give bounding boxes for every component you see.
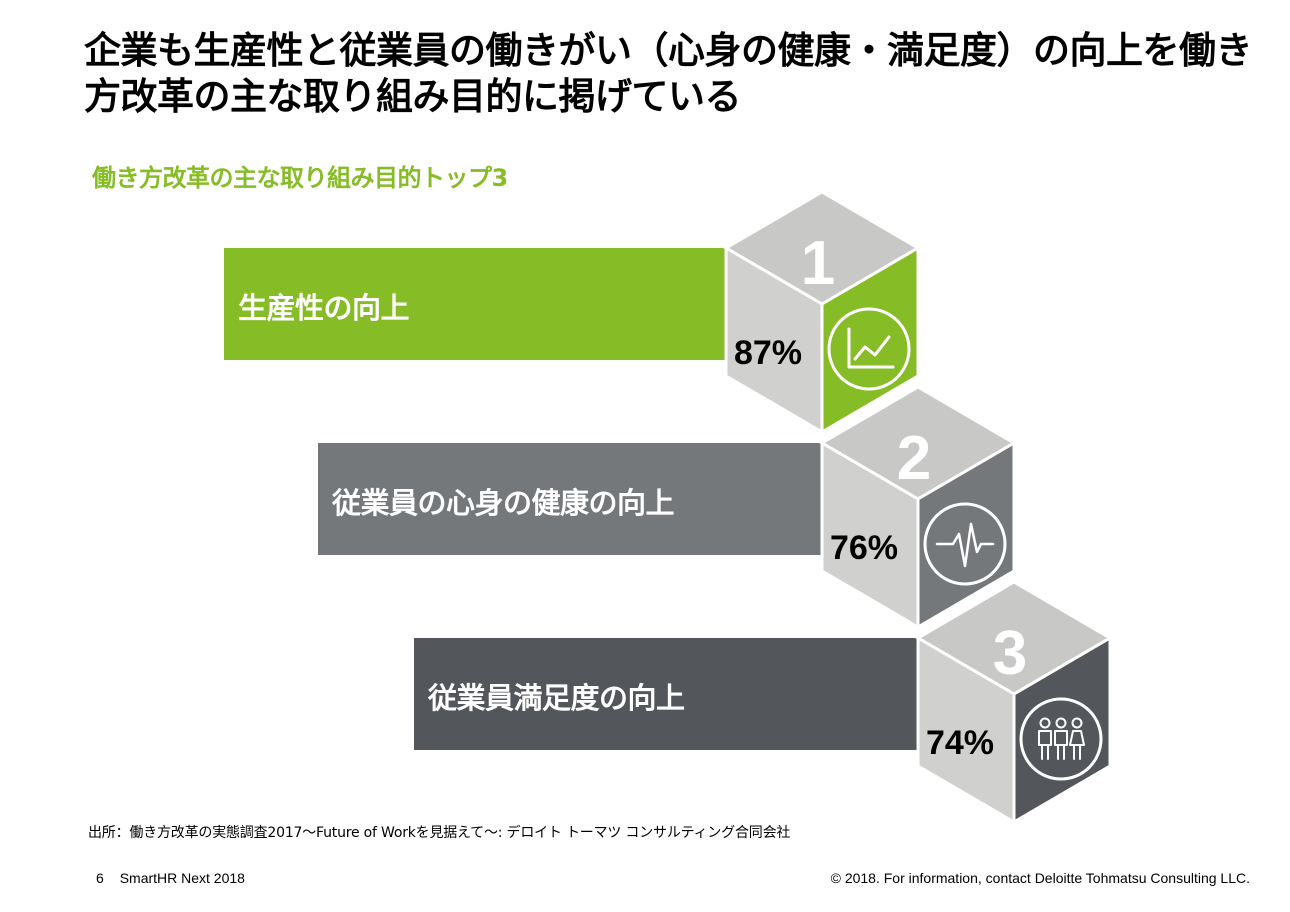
chart-row: 従業員の心身の健康の向上 2 76% bbox=[318, 385, 1017, 630]
chart-bar bbox=[224, 248, 726, 360]
bar-category-label: 従業員満足度の向上 bbox=[427, 681, 685, 715]
chart-bar bbox=[414, 638, 918, 750]
chart-row: 従業員満足度の向上 3 74% bbox=[414, 580, 1113, 825]
footer-left: 6 SmartHR Next 2018 bbox=[96, 870, 245, 886]
value-label: 74% bbox=[926, 724, 994, 762]
chart-subtitle: 働き方改革の主な取り組み目的トップ3 bbox=[92, 164, 508, 192]
bar-category-label: 生産性の向上 bbox=[238, 291, 410, 325]
line-chart-icon bbox=[827, 307, 911, 391]
chart-bar bbox=[318, 443, 822, 555]
cube-right-face bbox=[820, 245, 920, 435]
page-title: 企業も生産性と従業員の働きがい（心身の健康・満足度）の向上を働き方改革の主な取り… bbox=[84, 29, 1253, 118]
cube-right-face bbox=[916, 440, 1016, 630]
chart-row: 生産性の向上 1 87% bbox=[224, 190, 921, 435]
copyright: © 2018. For information, contact Deloitt… bbox=[830, 870, 1250, 886]
rank-number: 1 bbox=[801, 229, 835, 298]
rank-number: 3 bbox=[993, 619, 1027, 688]
source-note: 出所：働き方改革の実態調査2017～Future of Workを見据えて～: … bbox=[88, 825, 791, 841]
people-icon bbox=[1019, 697, 1103, 781]
heartbeat-icon bbox=[923, 502, 1007, 586]
value-label: 87% bbox=[734, 334, 802, 372]
event-name: SmartHR Next 2018 bbox=[119, 870, 245, 886]
value-label: 76% bbox=[830, 529, 898, 567]
rank-number: 2 bbox=[897, 424, 931, 493]
bar-category-label: 従業員の心身の健康の向上 bbox=[331, 486, 675, 520]
page-number: 6 bbox=[96, 870, 104, 886]
